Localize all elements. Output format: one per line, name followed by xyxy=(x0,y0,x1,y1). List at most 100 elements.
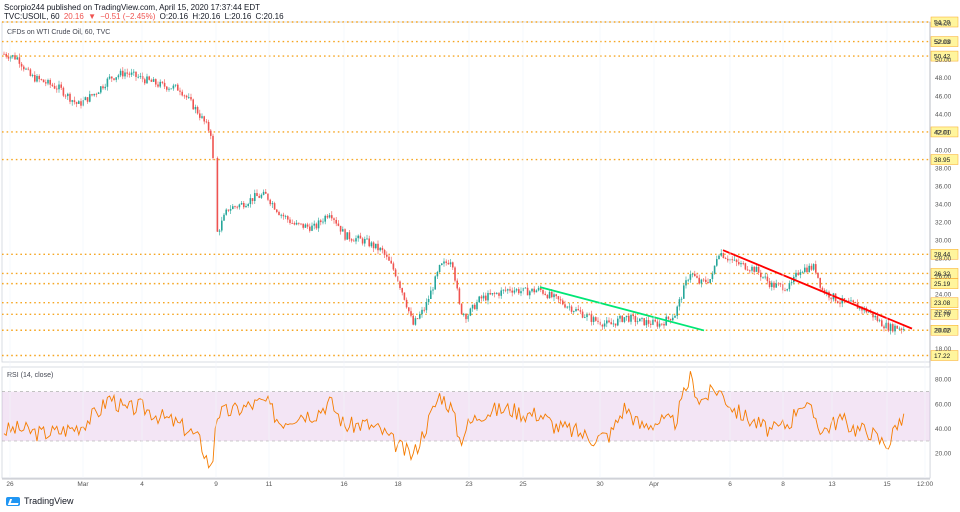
candle-body xyxy=(592,317,595,322)
trendlines xyxy=(539,249,913,332)
candle-body xyxy=(423,309,425,311)
price-pane-border xyxy=(1,21,931,363)
candle-body xyxy=(529,291,531,296)
candle-body xyxy=(760,272,762,278)
time-tick-label: 4 xyxy=(140,481,144,488)
candle-body xyxy=(256,193,258,197)
level-price-label: 38.95 xyxy=(934,157,951,164)
candle-body xyxy=(425,302,428,311)
candle-body xyxy=(731,259,733,261)
candle-body xyxy=(421,309,423,315)
candle-body xyxy=(669,318,672,321)
candle-body xyxy=(848,300,850,302)
candle-body xyxy=(676,306,678,316)
candle-body xyxy=(485,295,487,301)
candle-body xyxy=(148,76,150,80)
candle-body xyxy=(238,204,241,208)
candle-body xyxy=(192,99,194,110)
candle-body xyxy=(190,97,192,100)
price-tick-label: 32.00 xyxy=(935,220,952,227)
level-price-tag xyxy=(930,36,959,47)
candle-body xyxy=(364,238,366,244)
candle-body xyxy=(500,290,502,296)
candle-body xyxy=(150,79,153,82)
candle-body xyxy=(526,287,529,296)
candle-body xyxy=(414,318,417,325)
candle-body xyxy=(491,293,494,295)
candle-body xyxy=(535,290,538,293)
candle-body xyxy=(42,79,45,83)
candle-body xyxy=(86,97,89,102)
candle-body xyxy=(408,307,410,312)
candle-body xyxy=(698,277,700,284)
candle-body xyxy=(368,238,370,247)
candle-body xyxy=(771,282,773,287)
tradingview-branding[interactable]: TradingView xyxy=(6,496,74,506)
candle-body xyxy=(64,95,67,97)
candle-body xyxy=(797,272,799,275)
candle-body xyxy=(78,101,80,104)
candle-body xyxy=(375,243,377,249)
candle-body xyxy=(661,323,663,325)
candle-body xyxy=(674,315,676,318)
candle-body xyxy=(194,106,197,110)
candle-body xyxy=(295,222,298,225)
time-tick-label: 12:00 xyxy=(917,481,934,488)
candle-body xyxy=(221,220,223,231)
candle-body xyxy=(606,320,608,324)
time-tick-label: 9 xyxy=(214,481,218,488)
candle-body xyxy=(254,193,256,201)
candle-body xyxy=(181,91,183,96)
candle-body xyxy=(245,205,247,208)
candle-body xyxy=(163,82,166,87)
candle-body xyxy=(177,84,179,91)
candle-body xyxy=(45,82,47,84)
candle-body xyxy=(399,281,401,289)
candle-body xyxy=(201,116,203,118)
candle-body xyxy=(430,290,432,299)
candle-body xyxy=(850,300,852,302)
candle-body xyxy=(577,308,579,311)
candle-body xyxy=(141,76,144,80)
time-tick-label: 13 xyxy=(828,481,836,488)
candle-body xyxy=(73,100,76,103)
candle-body xyxy=(137,76,139,78)
candle-body xyxy=(313,223,315,226)
candle-body xyxy=(896,325,898,329)
candle-body xyxy=(867,311,870,313)
candle-body xyxy=(135,71,137,77)
candle-body xyxy=(595,317,597,321)
candle-body xyxy=(269,199,271,205)
candle-body xyxy=(445,261,447,263)
candle-body xyxy=(709,279,711,283)
candle-body xyxy=(249,198,252,205)
level-price-tag xyxy=(930,16,959,28)
candle-body xyxy=(390,260,392,264)
candle-body xyxy=(656,321,659,327)
candle-body xyxy=(53,85,56,89)
candle-body xyxy=(320,220,322,223)
candle-body xyxy=(144,79,146,84)
candle-body xyxy=(881,320,883,327)
rsi-line xyxy=(3,371,905,469)
open-value: O:20.16 xyxy=(159,12,189,21)
candle-body xyxy=(357,235,359,239)
candle-body xyxy=(515,289,518,291)
candle-body xyxy=(487,292,489,301)
candle-body xyxy=(168,88,170,90)
candle-body xyxy=(311,225,313,231)
price-tick-label: 20.00 xyxy=(935,328,952,335)
candle-body xyxy=(689,274,692,280)
candle-body xyxy=(762,276,764,278)
candle-body xyxy=(537,287,540,291)
candle-body xyxy=(309,226,311,231)
candle-body xyxy=(885,322,887,329)
candle-body xyxy=(548,291,551,299)
candle-body xyxy=(841,298,843,304)
candle-body xyxy=(815,264,817,273)
candle-body xyxy=(298,222,300,224)
candle-body xyxy=(71,100,73,102)
candle-body xyxy=(766,276,769,282)
level-price-label: 50.42 xyxy=(934,53,951,60)
